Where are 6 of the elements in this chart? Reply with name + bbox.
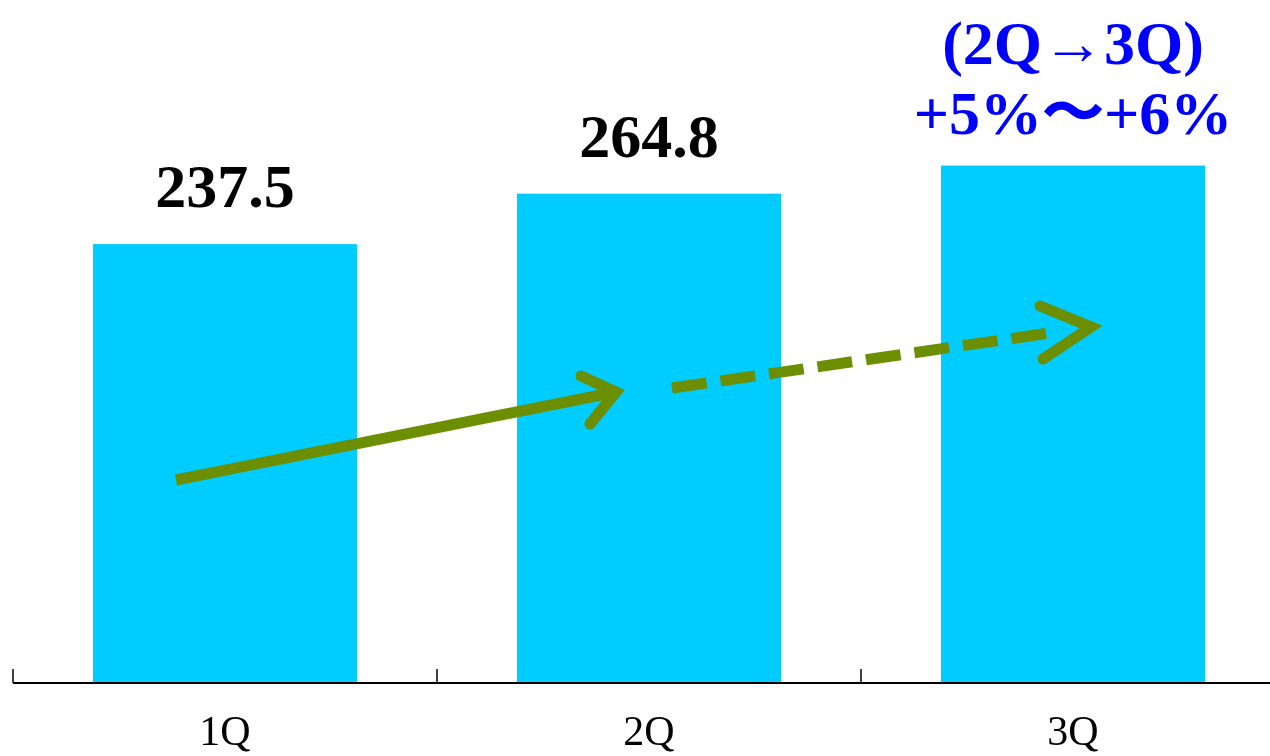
x-tick-label: 3Q [1047, 708, 1099, 754]
x-tick-label: 2Q [623, 708, 675, 754]
x-tick-label: 1Q [199, 708, 251, 754]
annotation: (2Q→3Q) +5%〜+6% [913, 8, 1233, 147]
data-label: 264.8 [579, 101, 719, 170]
data-label: 237.5 [155, 152, 295, 221]
